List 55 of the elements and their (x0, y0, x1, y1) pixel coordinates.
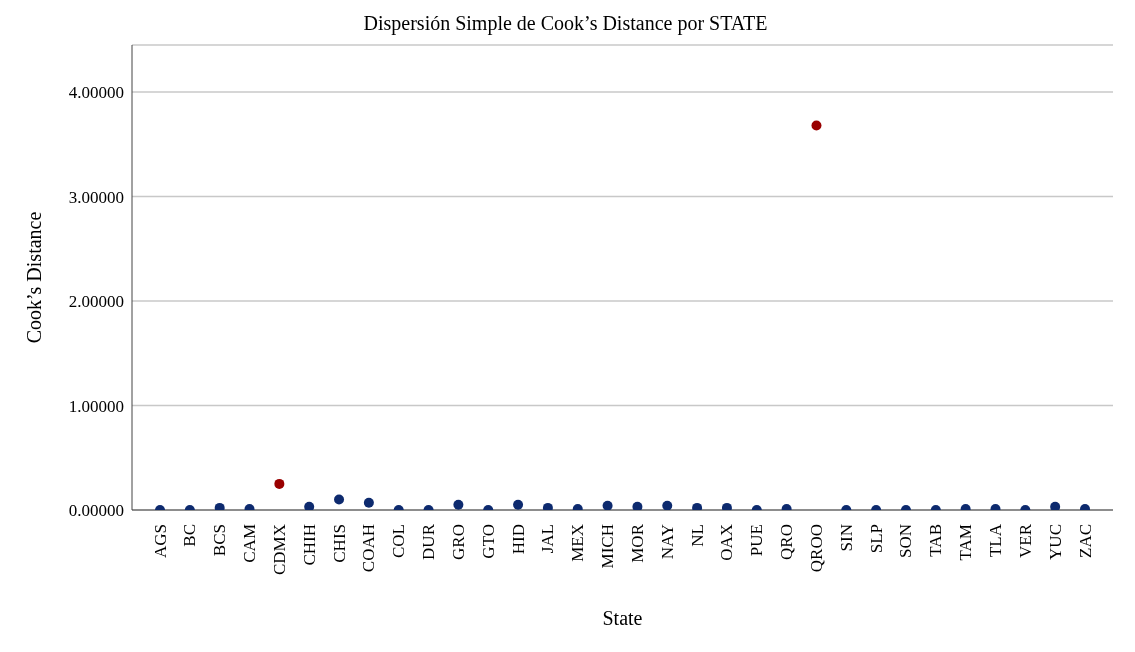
x-tick-label: MOR (627, 523, 647, 563)
x-axis-title: State (602, 607, 643, 629)
point (363, 497, 374, 508)
x-tick-label: BC (180, 524, 200, 547)
x-tick-label: QROO (806, 524, 826, 573)
x-tick-label: GTO (478, 524, 498, 559)
x-tick-label: SLP (866, 524, 886, 554)
y-tick-label: 1.00000 (68, 396, 124, 416)
x-tick-label: MICH (598, 524, 618, 569)
point (274, 478, 285, 489)
point (692, 502, 703, 510)
x-tick-label: CAM (240, 524, 260, 563)
x-tick-label: CHIS (329, 524, 349, 563)
x-tick-label: OAX (717, 524, 737, 561)
point (304, 501, 315, 510)
x-tick-label: DUR (419, 523, 439, 560)
x-tick-label: HID (508, 524, 528, 555)
x-tick-label: COAH (359, 524, 379, 573)
x-tick-label: SIN (836, 524, 856, 552)
y-tick-label: 4.00000 (68, 83, 124, 103)
x-tick-label: NAY (657, 524, 677, 560)
point (453, 499, 464, 510)
point (542, 502, 553, 510)
chart-title: Dispersión Simple de Cook’s Distance por STATE (362, 11, 769, 35)
point (1050, 501, 1061, 510)
y-tick-label: 3.00000 (68, 187, 124, 207)
x-tick-label: PUE (747, 524, 767, 557)
x-tick-label: SON (896, 524, 916, 559)
x-tick-label: AGS (150, 524, 170, 559)
point (214, 502, 225, 510)
y-tick-label: 0.00000 (68, 501, 124, 521)
x-tick-label: CDMX (269, 524, 289, 576)
x-tick-label: TAB (926, 524, 946, 557)
x-tick-label: NL (687, 524, 707, 547)
x-tick-label: JAL (538, 524, 558, 554)
x-tick-label: YUC (1045, 524, 1065, 560)
point (632, 501, 643, 510)
point (721, 502, 732, 510)
y-tick-label: 2.00000 (68, 292, 124, 312)
x-tick-label: BCS (210, 524, 230, 557)
y-axis-title: Cook’s Distance (23, 211, 46, 344)
x-tick-label: GRO (448, 524, 468, 560)
x-tick-label: TAM (956, 524, 976, 561)
point (602, 500, 613, 510)
x-tick-label: COL (389, 524, 409, 558)
x-tick-label: CHIH (299, 524, 319, 566)
point (662, 500, 673, 510)
x-tick-label: QRO (777, 524, 797, 560)
point (513, 499, 524, 510)
x-tick-label: ZAC (1075, 524, 1095, 558)
x-tick-label: TLA (985, 523, 1005, 558)
x-tick-label: MEX (568, 524, 588, 562)
point (334, 494, 345, 505)
x-tick-label: VER (1015, 523, 1035, 558)
point (811, 120, 822, 131)
